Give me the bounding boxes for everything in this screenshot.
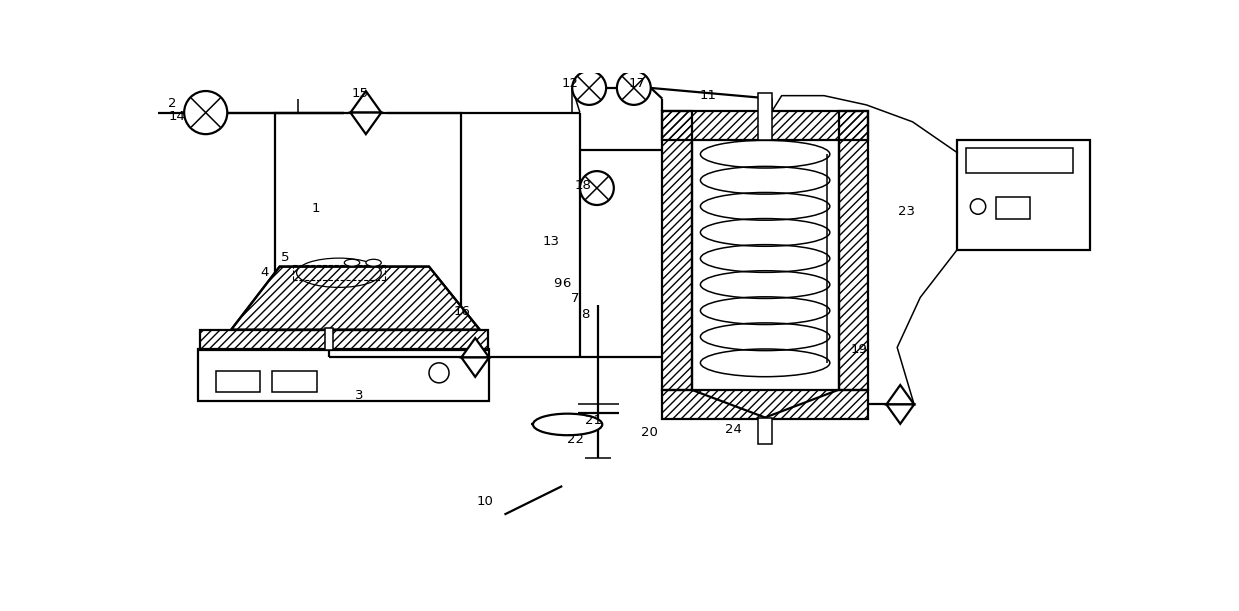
Bar bbox=[271, 370, 317, 392]
Text: 19: 19 bbox=[850, 343, 867, 356]
Text: 21: 21 bbox=[585, 414, 601, 427]
Text: 14: 14 bbox=[169, 110, 186, 123]
Text: 20: 20 bbox=[641, 426, 658, 439]
Bar bbox=[216, 370, 260, 392]
Bar bbox=[663, 111, 691, 390]
Text: 8: 8 bbox=[581, 308, 590, 321]
Polygon shape bbox=[351, 91, 382, 112]
Text: 15: 15 bbox=[351, 87, 368, 100]
Polygon shape bbox=[232, 266, 479, 330]
Text: 24: 24 bbox=[726, 423, 742, 436]
Text: 10: 10 bbox=[477, 495, 493, 508]
Text: 6: 6 bbox=[561, 277, 570, 290]
Bar bbox=[996, 197, 1031, 219]
Text: 7: 7 bbox=[571, 293, 580, 306]
Circle shape bbox=[429, 363, 449, 383]
Polygon shape bbox=[461, 338, 489, 357]
Text: 13: 13 bbox=[543, 235, 559, 249]
Bar bbox=[663, 390, 867, 419]
Bar bbox=[325, 328, 333, 349]
Bar bbox=[198, 349, 489, 401]
Circle shape bbox=[185, 91, 227, 134]
Polygon shape bbox=[351, 112, 382, 134]
Text: 9: 9 bbox=[553, 277, 561, 290]
Text: 11: 11 bbox=[700, 89, 717, 102]
Text: 22: 22 bbox=[566, 433, 584, 447]
Bar bbox=[966, 148, 1073, 173]
Polygon shape bbox=[886, 385, 914, 404]
Bar bbox=[758, 417, 772, 444]
Text: 12: 12 bbox=[561, 77, 579, 90]
Ellipse shape bbox=[366, 259, 382, 266]
Polygon shape bbox=[886, 404, 914, 424]
Bar bbox=[958, 141, 1089, 250]
Text: 2: 2 bbox=[167, 97, 176, 110]
Circle shape bbox=[970, 199, 986, 214]
Bar bbox=[663, 111, 867, 141]
Text: 4: 4 bbox=[260, 266, 269, 279]
Text: 17: 17 bbox=[628, 77, 646, 90]
Text: 18: 18 bbox=[575, 179, 591, 192]
Ellipse shape bbox=[344, 259, 359, 266]
Text: 3: 3 bbox=[356, 389, 364, 403]
Circle shape bbox=[572, 71, 606, 105]
Text: 16: 16 bbox=[453, 305, 471, 318]
Text: 1: 1 bbox=[311, 202, 320, 215]
Bar bbox=[758, 93, 772, 141]
Circle shape bbox=[580, 171, 613, 205]
Polygon shape bbox=[461, 357, 489, 377]
Circle shape bbox=[617, 71, 650, 105]
Ellipse shape bbox=[533, 414, 602, 435]
Bar bbox=[839, 111, 867, 390]
Bar bbox=[199, 330, 487, 349]
Text: 23: 23 bbox=[898, 205, 914, 218]
Text: 5: 5 bbox=[281, 251, 289, 264]
Bar bbox=[275, 112, 461, 330]
